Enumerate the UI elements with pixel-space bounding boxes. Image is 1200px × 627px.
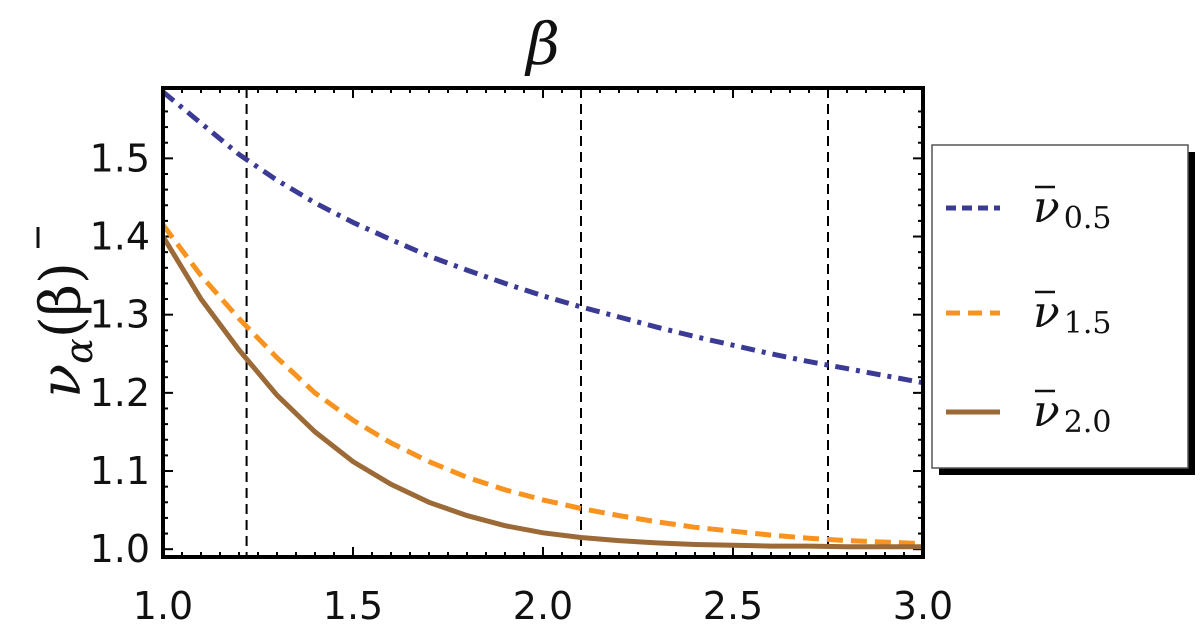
legend: ν 0.5 ν 1.5 ν 2.0: [931, 144, 1195, 475]
y-tick-label: 1.5: [90, 136, 150, 180]
legend-item-2.0: ν 2.0: [946, 386, 1111, 440]
legend-item-1.5: ν 1.5: [946, 287, 1111, 341]
chart-title: β: [524, 10, 560, 78]
x-tick-label: 2.5: [703, 584, 763, 627]
y-tick-label: 1.2: [90, 371, 150, 415]
y-tick-label: 1.1: [90, 449, 150, 493]
y-axis-title-subscript: α: [57, 338, 101, 364]
legend-label: ν 1.5: [1033, 287, 1111, 341]
series-line-0.5: [161, 89, 924, 386]
tick-marks: [162, 88, 924, 557]
y-tick-labels: 1.0 1.1 1.2 1.3 1.4 1.5: [90, 136, 150, 571]
svg-text:να(β): να(β): [29, 262, 101, 398]
y-tick-label: 1.0: [90, 527, 150, 571]
plot-frame: [161, 86, 925, 559]
x-tick-label: 1.0: [133, 584, 193, 627]
reference-lines: [245, 88, 829, 557]
legend-label: ν 2.0: [1033, 386, 1111, 440]
y-tick-label: 1.3: [90, 293, 150, 337]
y-axis-title: να(β): [29, 227, 101, 398]
legend-box: [931, 144, 1189, 469]
y-axis-title-argument: (β): [29, 262, 94, 338]
series-line-2.0: [160, 235, 923, 550]
y-axis-title-symbol: ν: [29, 364, 94, 398]
x-tick-label: 1.5: [323, 584, 383, 627]
x-tick-label: 3.0: [893, 584, 953, 627]
legend-item-0.5: ν 0.5: [946, 182, 1111, 236]
series-line-1.5: [160, 223, 924, 547]
y-tick-label: 1.4: [90, 215, 150, 259]
legend-label: ν 0.5: [1033, 182, 1111, 236]
x-tick-label: 2.0: [513, 584, 573, 627]
series-layer: [160, 89, 924, 550]
x-tick-labels: 1.0 1.5 2.0 2.5 3.0: [133, 584, 953, 627]
